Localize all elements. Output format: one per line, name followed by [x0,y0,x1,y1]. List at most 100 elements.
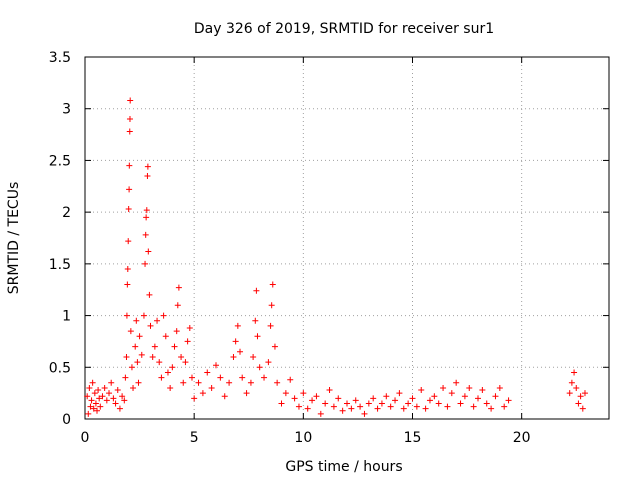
data-point [84,393,91,400]
data-point [125,206,132,213]
data-point [123,353,130,360]
data-point [352,397,359,404]
data-point [291,395,298,402]
x-tick-labels: 0 5 10 15 20 [81,430,531,446]
data-point [90,405,97,412]
data-point [568,379,575,386]
data-point [199,390,206,397]
data-point [239,374,246,381]
data-point [313,393,320,400]
data-point [110,395,117,402]
data-point [268,302,275,309]
data-point [361,410,368,417]
data-point [195,379,202,386]
data-point [145,248,152,255]
data-point [108,379,115,386]
data-point [579,405,586,412]
data-point [405,400,412,407]
data-point [378,400,385,407]
data-point [413,403,420,410]
data-point [188,374,195,381]
data-point [184,338,191,345]
data-point [470,403,477,410]
data-point [92,400,99,407]
data-point [175,284,182,291]
data-point [88,397,95,404]
data-point [330,403,337,410]
data-point [492,393,499,400]
data-point [178,353,185,360]
data-point [383,393,390,400]
data-point [126,128,133,135]
data-point [140,312,147,319]
data-point [571,369,578,376]
data-point [575,400,582,407]
data-point [138,351,145,358]
data-point [426,397,433,404]
data-point [496,384,503,391]
data-point [167,384,174,391]
data-point [326,387,333,394]
data-point [95,387,102,394]
y-tick-label: 3 [62,102,71,118]
data-point [278,400,285,407]
data-point [103,397,110,404]
data-point [335,395,342,402]
data-point [295,403,302,410]
grid-lines [85,57,609,419]
data-point [149,353,156,360]
data-point [400,405,407,412]
data-point [309,397,316,404]
data-point [418,387,425,394]
data-point [247,379,254,386]
data-point [213,362,219,369]
data-point [322,400,329,407]
data-point [370,395,377,402]
data-point [169,364,176,371]
data-point [126,116,133,123]
y-tick-label: 1.5 [49,257,71,273]
data-point [125,238,132,245]
data-point [87,403,94,410]
data-point [127,97,134,104]
data-point [374,405,381,412]
data-point [136,333,143,340]
data-point [253,287,260,294]
data-point [124,281,131,288]
data-point [191,395,198,402]
data-point [126,162,133,169]
data-point [112,400,119,407]
data-point [357,403,364,410]
data-point [186,324,193,331]
data-point [133,317,140,324]
data-point [435,400,442,407]
data-point [128,364,135,371]
data-point [144,163,151,170]
data-point [488,405,495,412]
data-point [164,369,171,376]
data-point [505,397,512,404]
data-point [387,403,394,410]
data-point [453,379,460,386]
y-tick-label: 2.5 [49,153,71,169]
y-tick-label: 0 [62,412,71,428]
data-point [300,390,307,397]
data-point [479,387,486,394]
data-point [86,384,93,391]
data-point [130,384,137,391]
data-point [144,172,151,179]
data-point [122,374,129,381]
data-point [226,379,233,386]
data-point [142,231,149,238]
data-point [392,397,399,404]
data-point [123,312,130,319]
data-point [261,374,268,381]
data-point [252,317,259,324]
y-axis-label: SRMTID / TECUs [6,182,22,295]
data-point [146,291,153,298]
data-point [422,405,429,412]
data-point [143,214,150,221]
data-point [577,393,584,400]
data-point [180,379,187,386]
